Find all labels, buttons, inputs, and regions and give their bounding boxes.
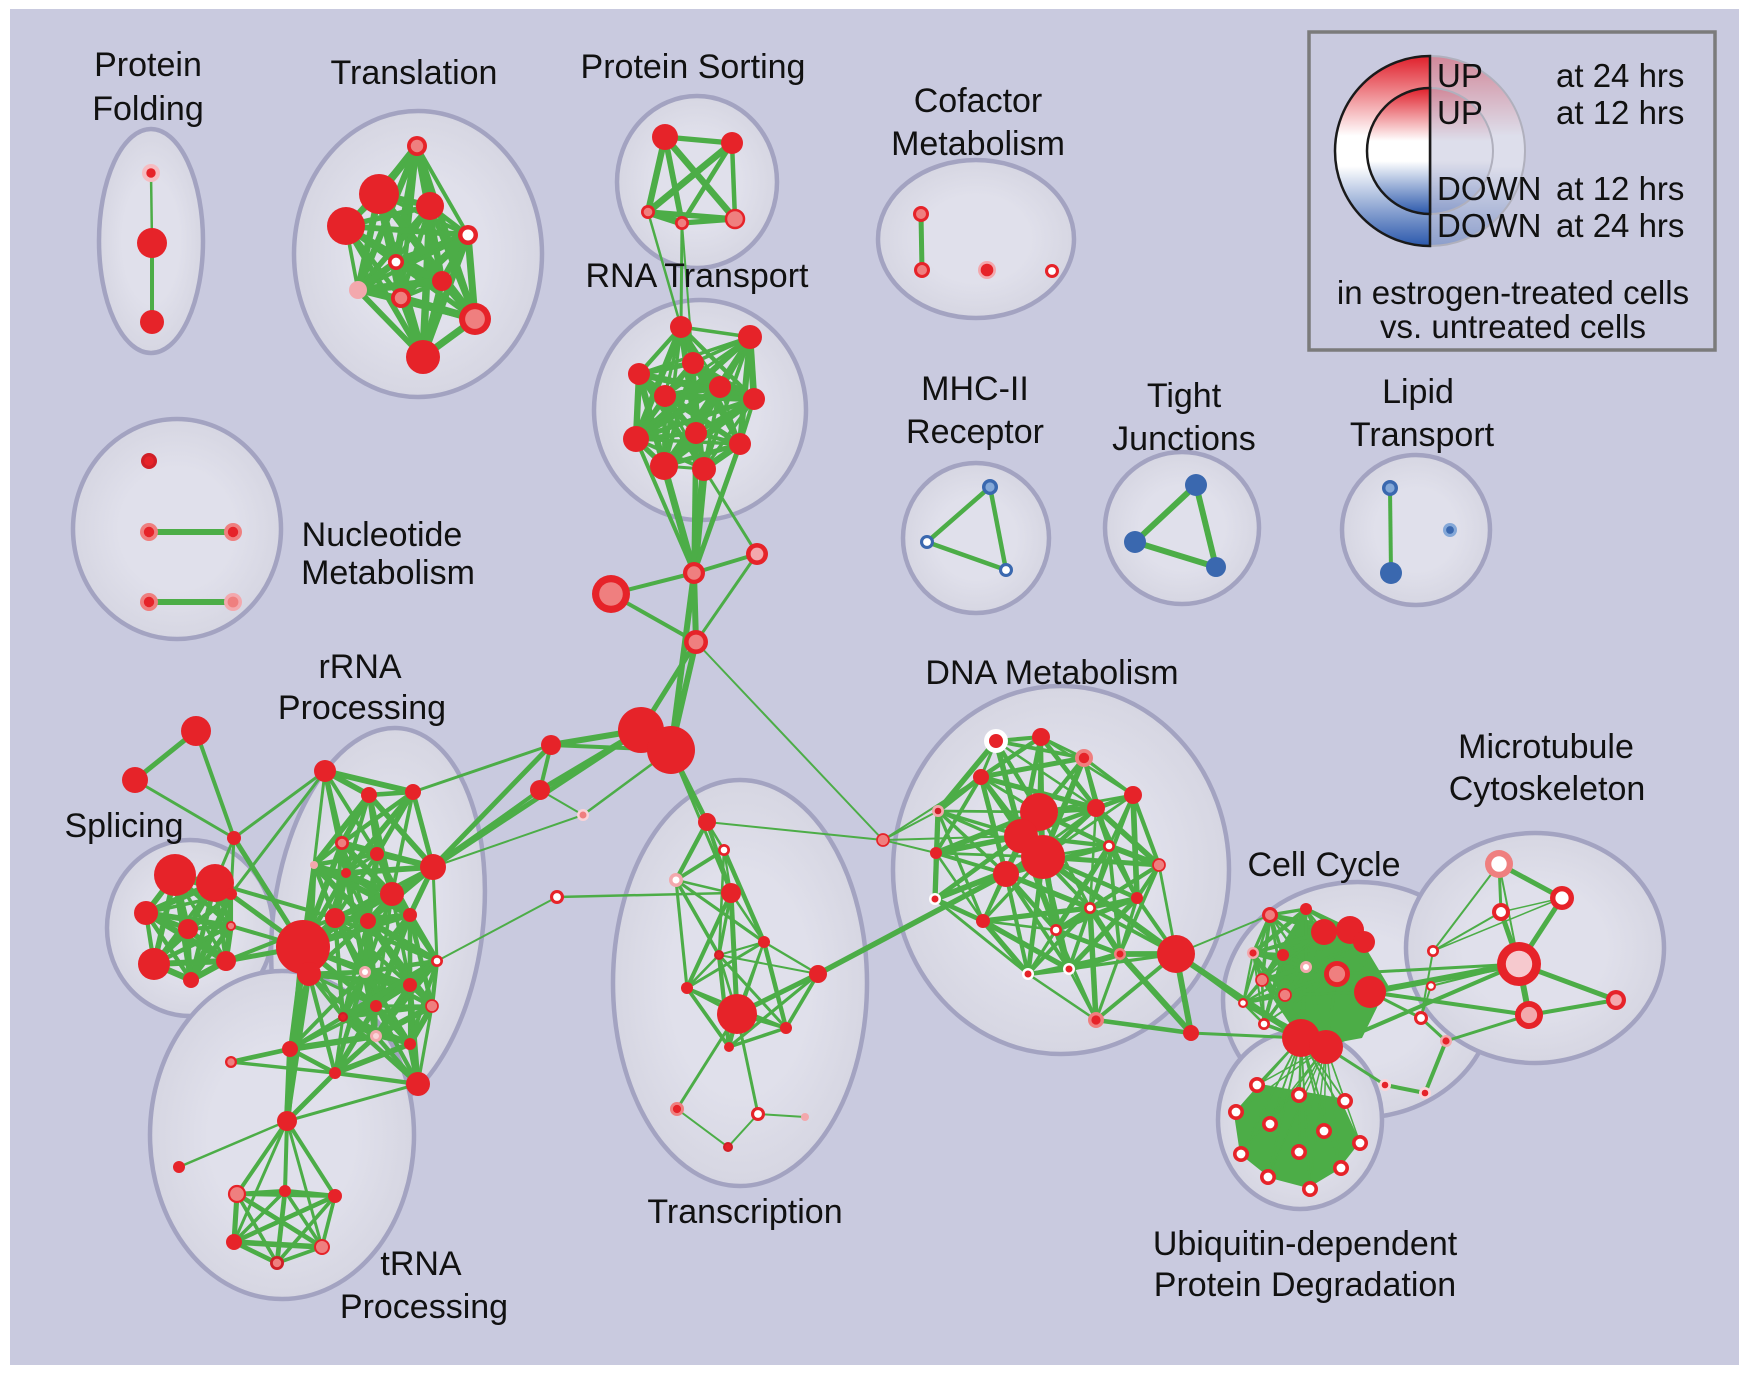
- svg-text:Nucleotide: Nucleotide: [302, 516, 463, 554]
- svg-text:UP: UP: [1437, 94, 1483, 131]
- svg-text:Tight: Tight: [1147, 377, 1222, 415]
- svg-text:Lipid: Lipid: [1382, 373, 1454, 411]
- svg-text:in estrogen-treated cells: in estrogen-treated cells: [1337, 274, 1689, 311]
- svg-text:at 24 hrs: at 24 hrs: [1556, 207, 1684, 244]
- svg-text:Processing: Processing: [278, 689, 446, 727]
- svg-text:Folding: Folding: [92, 90, 204, 128]
- svg-text:at 24 hrs: at 24 hrs: [1556, 57, 1684, 94]
- svg-text:RNA Transport: RNA Transport: [586, 257, 810, 295]
- svg-text:Cytoskeleton: Cytoskeleton: [1449, 770, 1646, 808]
- svg-text:Cofactor: Cofactor: [914, 82, 1043, 120]
- svg-text:rRNA: rRNA: [318, 648, 401, 686]
- svg-text:UP: UP: [1437, 57, 1483, 94]
- svg-text:Receptor: Receptor: [906, 413, 1044, 451]
- svg-text:Splicing: Splicing: [64, 807, 183, 845]
- svg-text:Protein: Protein: [94, 46, 202, 84]
- svg-text:Processing: Processing: [340, 1288, 508, 1326]
- svg-text:Protein Sorting: Protein Sorting: [581, 48, 806, 86]
- svg-text:MHC-II: MHC-II: [921, 370, 1029, 408]
- svg-text:Transport: Transport: [1350, 416, 1495, 454]
- svg-text:Microtubule: Microtubule: [1458, 728, 1634, 766]
- svg-text:tRNA: tRNA: [380, 1245, 462, 1283]
- svg-text:Junctions: Junctions: [1112, 420, 1256, 458]
- svg-text:Protein Degradation: Protein Degradation: [1154, 1266, 1456, 1304]
- svg-text:Metabolism: Metabolism: [891, 125, 1065, 163]
- svg-text:Translation: Translation: [331, 54, 498, 92]
- svg-text:DNA Metabolism: DNA Metabolism: [925, 654, 1178, 692]
- svg-text:Cell Cycle: Cell Cycle: [1247, 846, 1400, 884]
- svg-text:Transcription: Transcription: [647, 1193, 842, 1231]
- svg-text:DOWN: DOWN: [1437, 170, 1541, 207]
- svg-text:at 12 hrs: at 12 hrs: [1556, 170, 1684, 207]
- svg-text:Metabolism: Metabolism: [301, 554, 475, 592]
- svg-text:DOWN: DOWN: [1437, 207, 1541, 244]
- svg-text:Ubiquitin-dependent: Ubiquitin-dependent: [1153, 1225, 1458, 1263]
- svg-text:at 12 hrs: at 12 hrs: [1556, 94, 1684, 131]
- svg-text:vs. untreated cells: vs. untreated cells: [1380, 308, 1646, 345]
